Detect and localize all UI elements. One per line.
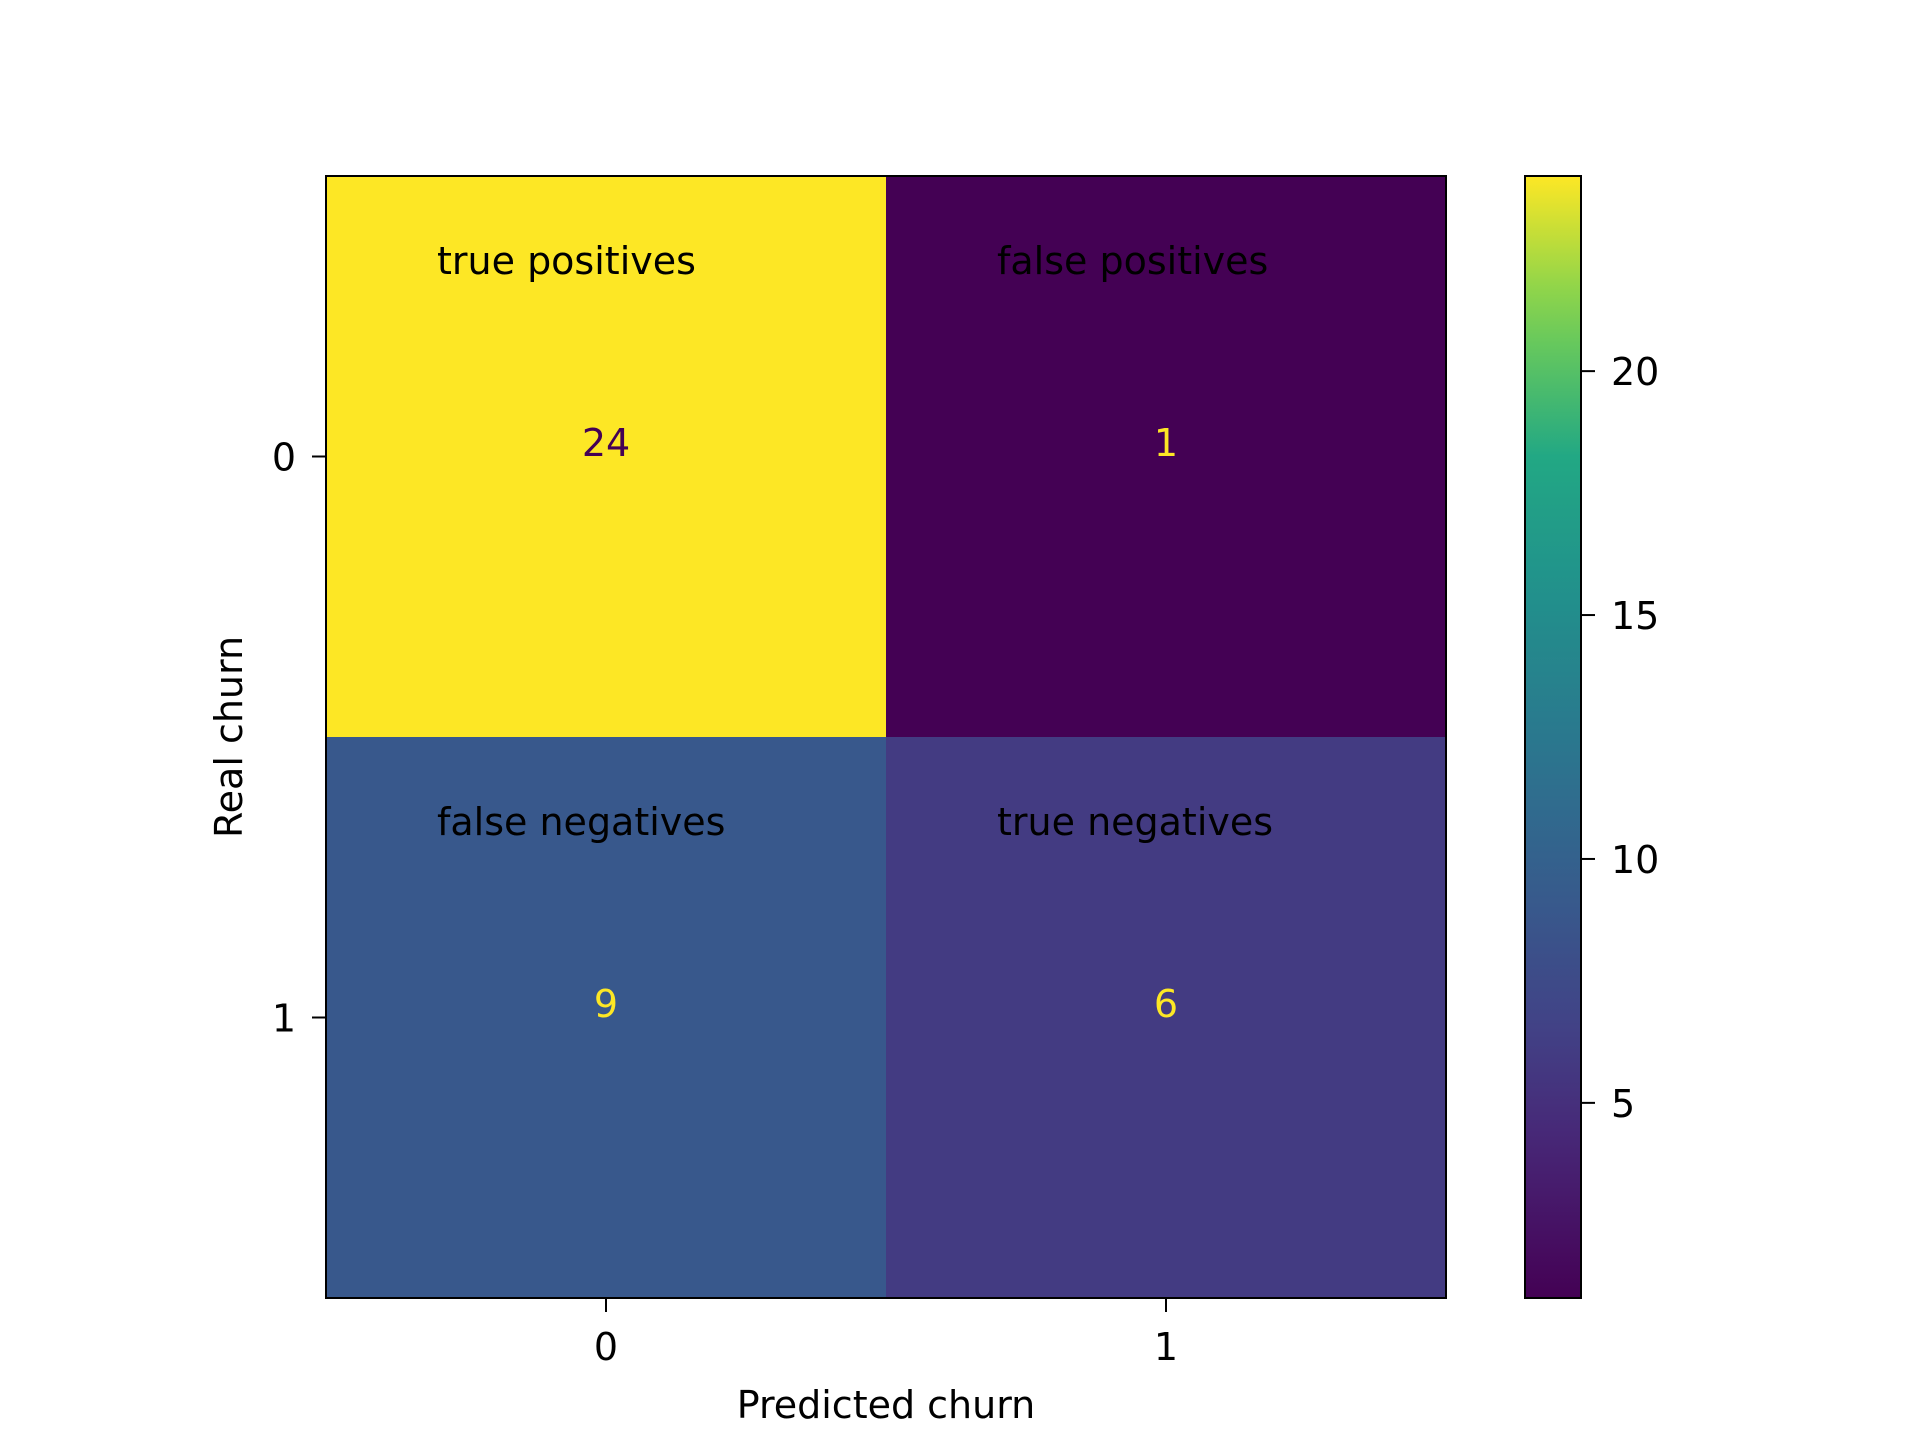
x-tick-label-1: 1	[1154, 1325, 1178, 1369]
cell-0-0	[326, 176, 886, 737]
colorbar-tick-label-0: 5	[1611, 1082, 1635, 1126]
heatmap-cells: true positives 24 false positives 1 false ne…	[326, 176, 1446, 1298]
cell-label-0-0: true positives	[437, 239, 696, 283]
plot-frame	[325, 175, 1447, 1299]
cell-label-1-1: true negatives	[997, 800, 1273, 844]
cell-0-1	[886, 176, 1446, 737]
colorbar-tick-label-3: 20	[1611, 350, 1659, 394]
colorbar: 5 10 15 20	[1524, 175, 1659, 1299]
cell-value-1-0: 9	[594, 982, 618, 1026]
cell-label-1-0: false negatives	[437, 800, 725, 844]
cell-1-0	[326, 737, 886, 1298]
cell-1-1	[886, 737, 1446, 1298]
y-tick-label-0: 0	[272, 436, 296, 480]
y-tick-label-1: 1	[272, 997, 296, 1041]
cell-value-0-0: 24	[582, 421, 630, 465]
cell-label-0-1: false positives	[997, 239, 1268, 283]
y-axis-label: Real churn	[207, 636, 251, 838]
colorbar-tick-label-2: 15	[1611, 594, 1659, 638]
cell-value-0-1: 1	[1154, 421, 1178, 465]
cell-value-1-1: 6	[1154, 982, 1178, 1026]
x-tick-label-0: 0	[594, 1325, 618, 1369]
colorbar-tick-label-1: 10	[1611, 838, 1659, 882]
axes: 0 1 0 1	[272, 436, 1178, 1370]
colorbar-gradient	[1524, 175, 1582, 1299]
x-axis-label: Predicted churn	[737, 1383, 1036, 1427]
